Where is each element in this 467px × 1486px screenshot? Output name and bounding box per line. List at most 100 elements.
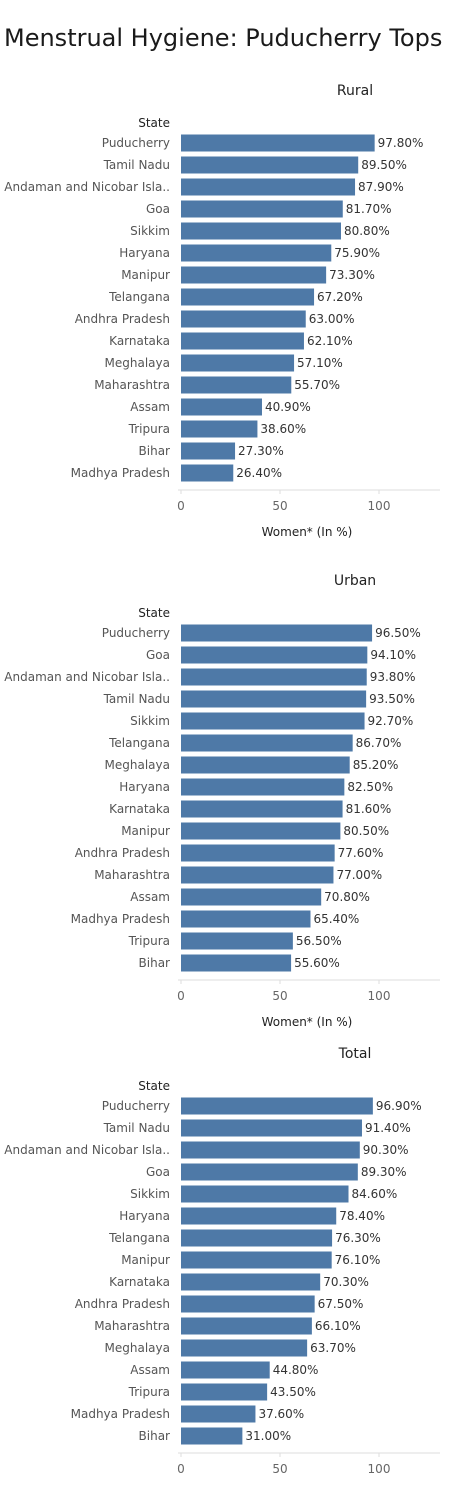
total-bar xyxy=(181,1229,333,1247)
page-title: Menstrual Hygiene: Puducherry Tops xyxy=(4,24,443,52)
urban-category-label: Puducherry xyxy=(102,626,170,640)
urban-category-label: Madhya Pradesh xyxy=(71,912,170,926)
total-bar xyxy=(181,1119,362,1137)
rural-x-tick-label: 0 xyxy=(177,499,185,513)
total-bar xyxy=(181,1317,312,1335)
rural-data-label: 55.70% xyxy=(294,378,340,392)
urban-data-label: 86.70% xyxy=(356,736,402,750)
total-data-label: 78.40% xyxy=(339,1209,385,1223)
urban-bar xyxy=(181,932,293,950)
total-data-label: 91.40% xyxy=(365,1121,411,1135)
total-category-label: Sikkim xyxy=(130,1187,170,1201)
urban-data-label: 65.40% xyxy=(313,912,359,926)
rural-bar xyxy=(181,442,236,460)
rural-category-label: Telangana xyxy=(108,290,170,304)
total-data-label: 76.30% xyxy=(335,1231,381,1245)
rural-bar xyxy=(181,178,356,196)
urban-category-label: Tamil Nadu xyxy=(103,692,170,706)
rural-data-label: 62.10% xyxy=(307,334,353,348)
urban-category-label: Sikkim xyxy=(130,714,170,728)
urban-x-tick-label: 50 xyxy=(272,989,287,1003)
rural-data-label: 75.90% xyxy=(334,246,380,260)
urban-data-label: 77.60% xyxy=(338,846,384,860)
total-category-label: Tripura xyxy=(128,1385,170,1399)
total-category-label: Assam xyxy=(130,1363,170,1377)
urban-data-label: 55.60% xyxy=(294,956,340,970)
urban-category-label: Maharashtra xyxy=(94,868,170,882)
urban-data-label: 96.50% xyxy=(375,626,421,640)
rural-bar xyxy=(181,398,262,416)
total-category-label: Madhya Pradesh xyxy=(71,1407,170,1421)
rural-bar xyxy=(181,134,375,152)
urban-category-label: Andhra Pradesh xyxy=(75,846,170,860)
urban-data-label: 82.50% xyxy=(347,780,393,794)
total-data-label: 70.30% xyxy=(323,1275,369,1289)
total-bar xyxy=(181,1163,358,1181)
rural-data-label: 63.00% xyxy=(309,312,355,326)
rural-category-label: Meghalaya xyxy=(105,356,170,370)
rural-bar xyxy=(181,200,343,218)
rural-data-label: 40.90% xyxy=(265,400,311,414)
rural-category-label: Tripura xyxy=(128,422,170,436)
rural-x-tick-label: 100 xyxy=(368,499,391,513)
urban-data-label: 80.50% xyxy=(343,824,389,838)
total-data-label: 43.50% xyxy=(270,1385,316,1399)
total-data-label: 37.60% xyxy=(258,1407,304,1421)
total-category-label: Meghalaya xyxy=(105,1341,170,1355)
rural-category-label: Bihar xyxy=(139,444,171,458)
rural-bar xyxy=(181,310,306,328)
rural-category-label: Puducherry xyxy=(102,136,170,150)
rural-category-label: Andhra Pradesh xyxy=(75,312,170,326)
total-data-label: 96.90% xyxy=(376,1099,422,1113)
total-data-label: 89.30% xyxy=(361,1165,407,1179)
total-data-label: 44.80% xyxy=(273,1363,319,1377)
total-category-label: Karnataka xyxy=(109,1275,170,1289)
total-category-label: Puducherry xyxy=(102,1099,170,1113)
total-category-label: Telangana xyxy=(108,1231,170,1245)
total-bar xyxy=(181,1295,315,1313)
urban-bar xyxy=(181,690,367,708)
urban-data-label: 77.00% xyxy=(336,868,382,882)
rural-bar xyxy=(181,376,292,394)
rural-bar xyxy=(181,266,327,284)
rural-x-tick-label: 50 xyxy=(272,499,287,513)
urban-bar xyxy=(181,954,292,972)
rural-bar xyxy=(181,464,234,482)
urban-bar xyxy=(181,712,365,730)
total-category-label: Tamil Nadu xyxy=(103,1121,170,1135)
rural-category-label: Karnataka xyxy=(109,334,170,348)
rural-bar xyxy=(181,222,341,240)
rural-category-label: Madhya Pradesh xyxy=(71,466,170,480)
total-bar xyxy=(181,1207,337,1225)
urban-bar xyxy=(181,668,367,686)
urban-bar xyxy=(181,800,343,818)
urban-category-label: Goa xyxy=(146,648,170,662)
rural-data-label: 26.40% xyxy=(236,466,282,480)
urban-category-header: State xyxy=(138,606,170,620)
total-category-label: Bihar xyxy=(139,1429,171,1443)
urban-bar xyxy=(181,844,335,862)
rural-category-label: Assam xyxy=(130,400,170,414)
urban-x-tick-label: 100 xyxy=(368,989,391,1003)
urban-x-tick-label: 0 xyxy=(177,989,185,1003)
urban-category-label: Assam xyxy=(130,890,170,904)
total-data-label: 84.60% xyxy=(352,1187,398,1201)
rural-category-label: Maharashtra xyxy=(94,378,170,392)
total-data-label: 63.70% xyxy=(310,1341,356,1355)
urban-bar xyxy=(181,866,334,884)
rural-data-label: 73.30% xyxy=(329,268,375,282)
rural-bar xyxy=(181,288,315,306)
total-x-tick-label: 100 xyxy=(368,1462,391,1476)
rural-category-label: Haryana xyxy=(119,246,170,260)
rural-data-label: 27.30% xyxy=(238,444,284,458)
urban-data-label: 56.50% xyxy=(296,934,342,948)
rural-bar xyxy=(181,332,304,350)
rural-data-label: 89.50% xyxy=(361,158,407,172)
rural-category-label: Goa xyxy=(146,202,170,216)
total-chart-title: Total xyxy=(338,1046,372,1062)
total-category-header: State xyxy=(138,1079,170,1093)
urban-category-label: Bihar xyxy=(139,956,171,970)
rural-category-label: Andaman and Nicobar Isla.. xyxy=(4,180,170,194)
urban-data-label: 70.80% xyxy=(324,890,370,904)
